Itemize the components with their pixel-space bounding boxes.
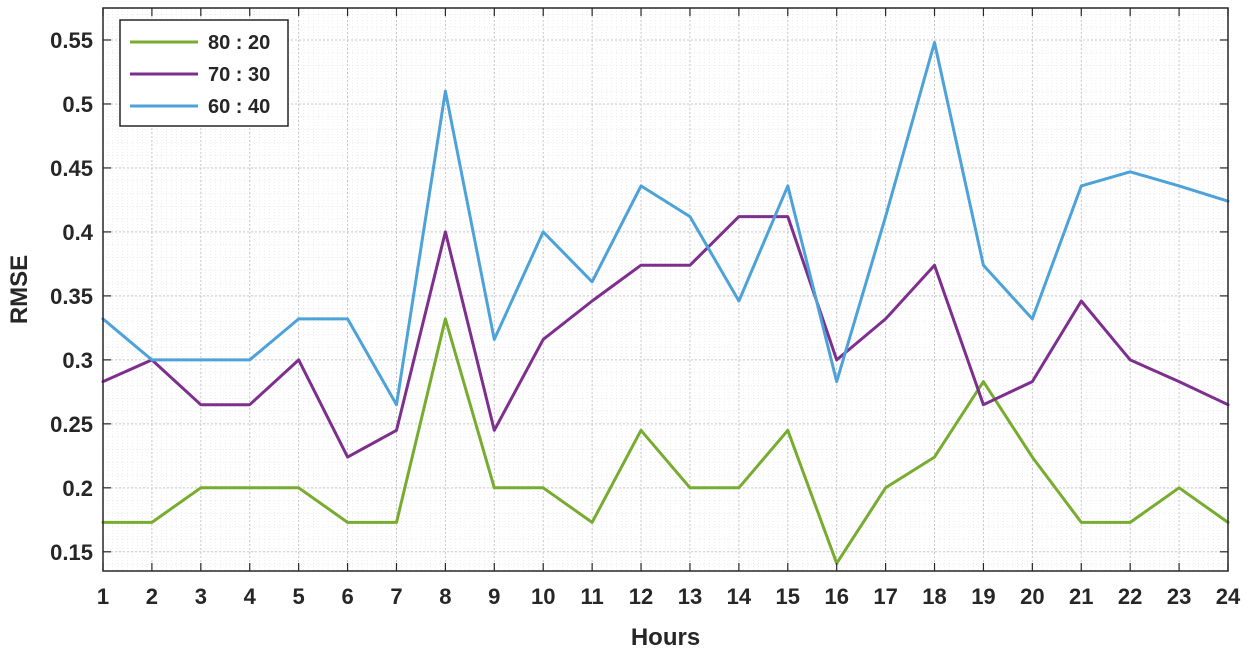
x-tick-label: 13 <box>678 584 702 609</box>
x-tick-label: 16 <box>824 584 848 609</box>
x-tick-label: 3 <box>195 584 207 609</box>
x-tick-label: 5 <box>293 584 305 609</box>
legend-label-2: 70 : 30 <box>208 64 270 86</box>
y-tick-label: 0.25 <box>50 412 93 437</box>
y-tick-label: 0.45 <box>50 156 93 181</box>
x-tick-label: 14 <box>727 584 752 609</box>
series-line-1 <box>101 317 1230 565</box>
x-tick-label: 22 <box>1118 584 1142 609</box>
x-tick-label: 2 <box>146 584 158 609</box>
major-grid <box>102 8 1229 571</box>
x-tick-label: 18 <box>922 584 946 609</box>
x-tick-label: 1 <box>97 584 109 609</box>
y-tick-label: 0.3 <box>62 348 93 373</box>
y-tick-label: 0.35 <box>50 284 93 309</box>
x-tick-label: 12 <box>629 584 653 609</box>
y-tick-label: 0.4 <box>62 220 93 245</box>
series-line-3 <box>101 41 1230 407</box>
x-axis-label: Hours <box>631 624 700 651</box>
y-axis-label: RMSE <box>6 255 33 324</box>
x-tick-label: 20 <box>1020 584 1044 609</box>
legend-label-1: 80 : 20 <box>208 32 270 54</box>
x-tick-label: 19 <box>971 584 995 609</box>
x-tick-label: 8 <box>439 584 451 609</box>
y-tick-label: 0.55 <box>50 28 93 53</box>
series-line-2 <box>101 215 1230 459</box>
x-tick-label: 7 <box>390 584 402 609</box>
x-tick-label: 15 <box>776 584 800 609</box>
legend-label-3: 60 : 40 <box>208 96 270 118</box>
x-tick-label: 17 <box>873 584 897 609</box>
x-tick-label: 23 <box>1167 584 1191 609</box>
legend: 80 : 20 70 : 30 60 : 40 <box>119 19 289 127</box>
x-tick-label: 4 <box>244 584 257 609</box>
plot-area-frame <box>102 7 1229 572</box>
y-tick-label: 0.5 <box>62 92 93 117</box>
x-tick-label: 21 <box>1069 584 1093 609</box>
x-tick-label: 9 <box>488 584 500 609</box>
x-tick-label: 6 <box>341 584 353 609</box>
y-axis-ticks: 0.15 0.2 0.25 0.3 0.35 0.4 0.45 0.5 0.55 <box>50 28 1228 565</box>
x-axis-ticks: 1 2 3 4 5 6 7 8 9 10 11 12 13 14 15 16 17 18 19 20 21 22 23 24 <box>97 8 1241 609</box>
y-tick-label: 0.2 <box>62 476 93 501</box>
x-tick-label: 10 <box>531 584 555 609</box>
x-tick-label: 24 <box>1216 584 1241 609</box>
y-tick-label: 0.15 <box>50 540 93 565</box>
series-lines <box>101 41 1230 565</box>
x-tick-label: 11 <box>580 584 603 609</box>
